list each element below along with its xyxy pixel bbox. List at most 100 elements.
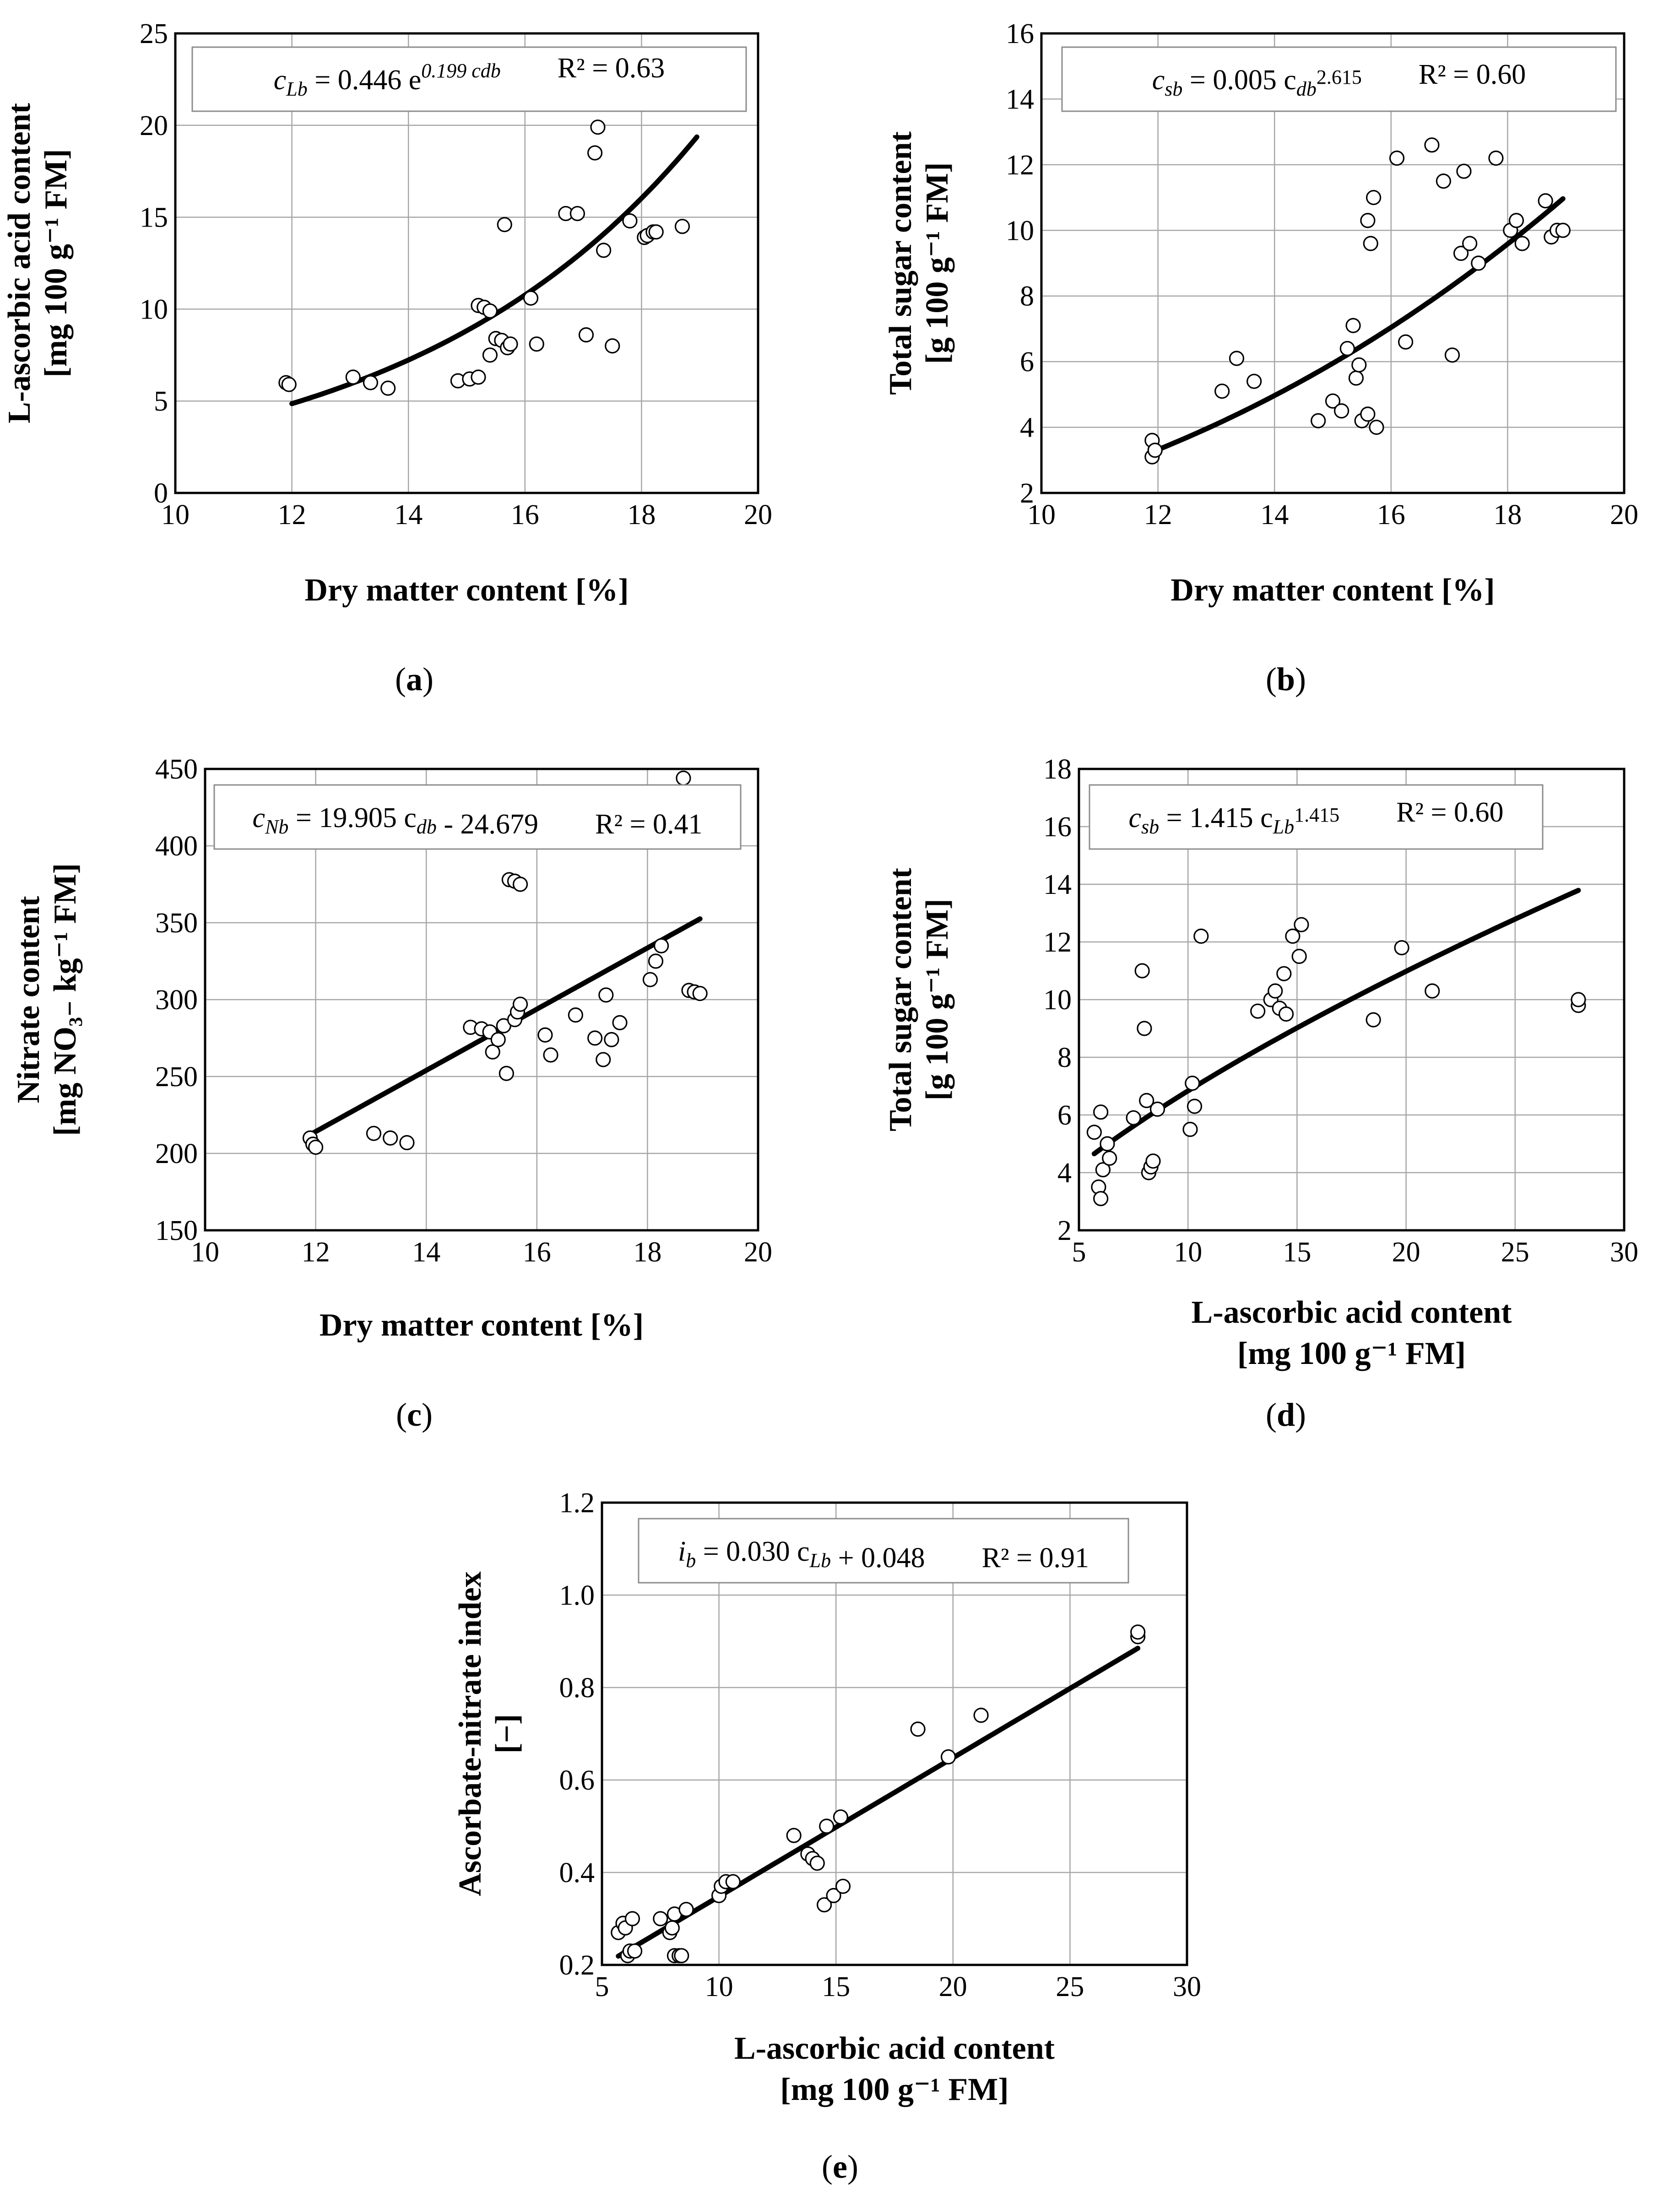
data-point (624, 1911, 640, 1926)
equation-text: csb = 0.005 cdb2.615 R² = 0.60 (1152, 59, 1526, 100)
data-point (1093, 1104, 1109, 1120)
data-point (648, 953, 664, 969)
data-point (1250, 1003, 1266, 1019)
panel-label: (d) (1266, 1396, 1306, 1433)
x-tick-label: 25 (1056, 1971, 1084, 2002)
chart-panel-c: 10 12 14 16 18 20 150 200 250 300 350 400 450 cNb = 1… (11, 754, 772, 1433)
data-point (1086, 1125, 1102, 1140)
data-point (674, 1948, 689, 1964)
y-tick-label: 14 (1006, 84, 1034, 115)
y-tick-label: 18 (1043, 754, 1072, 785)
data-point (1193, 928, 1209, 944)
x-tick-label: 12 (278, 499, 306, 530)
data-point (1453, 245, 1469, 261)
data-point (1268, 983, 1283, 999)
data-point (1351, 357, 1367, 373)
data-point (383, 1130, 398, 1146)
x-tick-label: 12 (1144, 499, 1172, 530)
data-point (653, 938, 669, 953)
data-point (587, 145, 603, 161)
y-tick-label: 10 (140, 294, 168, 325)
data-point (1363, 236, 1378, 251)
y-tick-label: 0.8 (559, 1672, 595, 1704)
y-tick-label: 0.2 (559, 1950, 595, 1981)
y-tick-label: 200 (155, 1138, 198, 1169)
trendline (289, 134, 699, 406)
x-axis-label: L-ascorbic acid content (1192, 1295, 1512, 1330)
y-axis-label: Nitrate content (11, 896, 46, 1104)
x-tick-label: 10 (161, 499, 190, 530)
data-point (674, 219, 690, 234)
y-axis-label: L-ascorbic acid content (2, 103, 37, 423)
data-point (482, 303, 498, 319)
data-point (1508, 213, 1524, 228)
x-tick-label: 18 (627, 499, 656, 530)
y-tick-label: 16 (1043, 812, 1072, 843)
data-point (366, 1125, 382, 1141)
data-point (596, 1052, 611, 1067)
data-point (578, 327, 594, 343)
y-tick-label: 400 (155, 831, 198, 862)
chart-panel-e: 5 10 15 20 25 30 0.2 0.4 0.6 0.8 1.0 1.2 ib = 0.030 … (453, 1488, 1201, 2185)
data-point (725, 1874, 741, 1889)
x-tick-label: 5 (1072, 1237, 1086, 1268)
x-tick-label: 25 (1501, 1237, 1529, 1268)
equation-box (1089, 784, 1544, 850)
data-point (1398, 334, 1414, 350)
data-point (503, 336, 518, 352)
y-tick-label: 250 (155, 1061, 198, 1093)
data-point (622, 213, 638, 229)
trendline (1091, 887, 1581, 1157)
data-point (512, 876, 528, 892)
data-point (940, 1749, 956, 1765)
data-point (1311, 413, 1326, 428)
y-tick-label: 150 (155, 1215, 198, 1246)
y-axis-label: Total sugar content (883, 868, 918, 1131)
data-point (1246, 373, 1262, 389)
y-tick-label: 8 (1057, 1042, 1072, 1073)
data-point (1229, 351, 1245, 366)
data-point (1514, 236, 1530, 251)
data-point (499, 1066, 514, 1081)
x-tick-label: 20 (939, 1971, 967, 2002)
equation-box (213, 784, 742, 850)
x-axis-label: [mg 100 g⁻¹ FM] (780, 2072, 1008, 2107)
data-point (627, 1943, 643, 1959)
equation-box (191, 46, 747, 112)
data-point (1389, 150, 1405, 166)
data-point (1366, 1012, 1381, 1028)
data-point (692, 985, 708, 1001)
y-tick-label: 1.0 (559, 1580, 595, 1611)
y-tick-label: 12 (1006, 150, 1034, 181)
data-point (1538, 193, 1553, 209)
data-point (786, 1828, 802, 1843)
data-point (826, 1888, 841, 1904)
data-point (485, 1044, 500, 1060)
data-point (596, 243, 612, 258)
data-point (1145, 1153, 1161, 1169)
x-axis-label: Dry matter content [%] (320, 1308, 644, 1343)
data-point (1456, 163, 1472, 179)
equation-box (638, 1518, 1129, 1584)
x-tick-label: 15 (822, 1971, 850, 2002)
y-tick-label: 450 (155, 754, 198, 785)
data-point (308, 1139, 324, 1155)
data-point (605, 338, 620, 354)
data-point (1339, 341, 1355, 357)
data-point (1093, 1191, 1109, 1207)
data-point (1360, 213, 1376, 228)
x-tick-label: 30 (1173, 1971, 1201, 2002)
data-point (1425, 983, 1440, 999)
data-point (612, 1015, 628, 1030)
data-point (543, 1047, 558, 1063)
data-point (1187, 1098, 1203, 1114)
data-point (835, 1878, 851, 1894)
x-axis-label: [mg 100 g⁻¹ FM] (1237, 1336, 1466, 1371)
plot-frame (1078, 768, 1626, 1232)
data-point (537, 1027, 553, 1043)
data-point (817, 1897, 832, 1913)
x-tick-label: 10 (705, 1971, 733, 2002)
data-point (1276, 966, 1292, 981)
data-point (1149, 1101, 1165, 1117)
equation-text: ib = 0.030 cLb + 0.048 R² = 0.91 (678, 1536, 1089, 1574)
